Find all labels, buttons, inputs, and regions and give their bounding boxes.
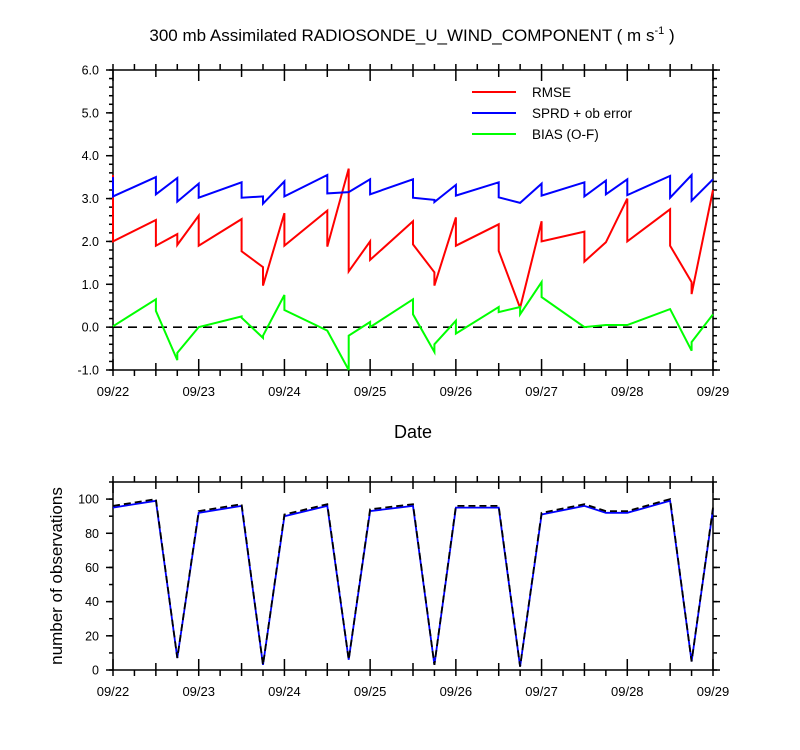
- y-tick-label: 0.0: [82, 321, 99, 335]
- x-tick-label: 09/23: [182, 384, 215, 399]
- x-tick-labels: 09/22 09/23 09/24 09/25 09/26 09/27 09/28 09/29: [97, 384, 730, 399]
- x-axis-title: Date: [394, 422, 432, 442]
- y-tick-label: 5.0: [82, 106, 99, 120]
- y-tick-label: 100: [78, 493, 99, 507]
- series-line-observations-possible: [112, 497, 714, 667]
- x-tick-label: 09/23: [182, 684, 215, 699]
- x-tick-label: 09/22: [97, 684, 130, 699]
- series-line-rmse: [112, 168, 714, 312]
- x-tick-label: 09/26: [440, 384, 473, 399]
- y-tick-label: 3.0: [82, 192, 99, 206]
- y-tick-label: 1.0: [82, 278, 99, 292]
- x-tick-label: 09/27: [525, 684, 558, 699]
- chart-title: 300 mb Assimilated RADIOSONDE_U_WIND_COM…: [149, 25, 674, 45]
- x-tick-label: 09/28: [611, 684, 644, 699]
- y-tick-label: 0: [92, 664, 99, 678]
- x-tick-labels-bottom: 09/22 09/23 09/24 09/25 09/26 09/27 09/28 09/29: [97, 684, 730, 699]
- y-tick-label: 6.0: [82, 64, 99, 78]
- y-tick-labels: -1.0 0.0 1.0 2.0 3.0 4.0 5.0 6.0: [77, 64, 99, 378]
- series-line-observations-used: [112, 499, 714, 667]
- y-tick-labels-bottom: 0 20 40 60 80 100: [78, 493, 99, 678]
- x-tick-label: 09/22: [97, 384, 130, 399]
- axis-ticks-bottom: [106, 476, 720, 676]
- series-group-bottom: [112, 497, 714, 667]
- x-tick-label: 09/25: [354, 684, 387, 699]
- y-tick-label: -1.0: [77, 364, 99, 378]
- legend-label: SPRD + ob error: [532, 106, 633, 121]
- y-tick-label: 20: [85, 629, 99, 643]
- legend: RMSE SPRD + ob error BIAS (O-F): [472, 85, 633, 142]
- x-tick-label: 09/25: [354, 384, 387, 399]
- rmse-chart: 300 mb Assimilated RADIOSONDE_U_WIND_COM…: [77, 25, 729, 442]
- legend-label: BIAS (O-F): [532, 127, 599, 142]
- x-tick-label: 09/24: [268, 384, 301, 399]
- series-line-sprd-ob-error: [112, 172, 714, 207]
- x-tick-label: 09/28: [611, 384, 644, 399]
- x-tick-label: 09/27: [525, 384, 558, 399]
- y-tick-label: 80: [85, 527, 99, 541]
- y-axis-title-bottom: number of observations: [47, 487, 66, 665]
- x-tick-label: 09/29: [697, 684, 730, 699]
- y-tick-label: 2.0: [82, 235, 99, 249]
- axis-ticks: [106, 64, 720, 376]
- legend-label: RMSE: [532, 85, 571, 100]
- x-tick-label: 09/24: [268, 684, 301, 699]
- series-line-bias-o-f: [112, 278, 714, 371]
- x-tick-label: 09/29: [697, 384, 730, 399]
- x-tick-label: 09/26: [440, 684, 473, 699]
- series-group: [112, 168, 714, 371]
- y-tick-label: 60: [85, 561, 99, 575]
- y-tick-label: 4.0: [82, 149, 99, 163]
- y-tick-label: 40: [85, 595, 99, 609]
- observations-chart: 09/22 09/23 09/24 09/25 09/26 09/27 09/28 09/29…: [47, 476, 729, 699]
